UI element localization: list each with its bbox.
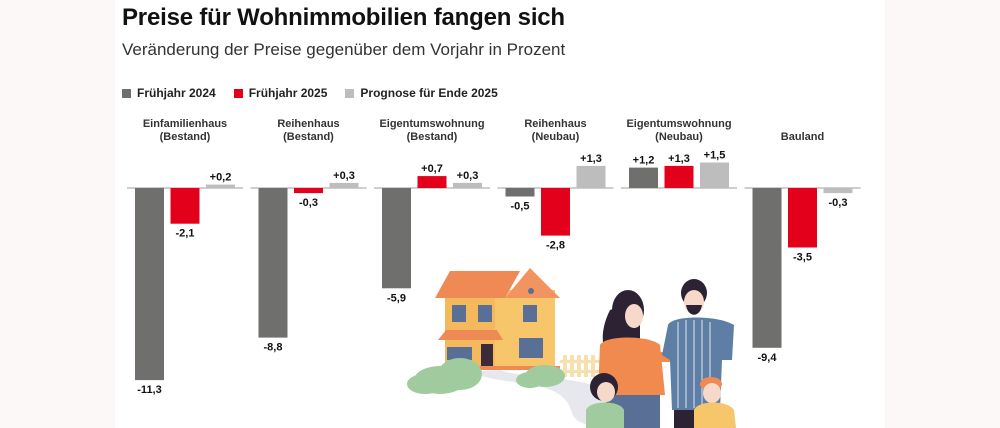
category-label: Eigentumswohnung: [626, 118, 731, 130]
legend-label: Frühjahr 2024: [137, 86, 216, 100]
category-label: (Neubau): [532, 131, 580, 143]
bar: [541, 188, 570, 236]
legend-label: Frühjahr 2025: [248, 86, 328, 100]
data-label: -0,5: [511, 201, 530, 213]
bar: [258, 188, 288, 338]
bar: [700, 162, 729, 188]
chart-subtitle: Veränderung der Preise gegenüber dem Vor…: [122, 40, 566, 59]
legend-swatch: [122, 88, 131, 98]
house-illustration: [435, 268, 560, 370]
data-label: -0,3: [829, 197, 848, 209]
category-label: (Neubau): [655, 131, 703, 143]
legend-label: Prognose für Ende 2025: [360, 86, 498, 100]
woman-figure-illustration: [598, 290, 680, 428]
data-label: +0,7: [421, 163, 443, 175]
legend-item-prognose: Prognose für Ende 2025: [345, 86, 498, 100]
legend-item-fruehjahr-2024: Frühjahr 2024: [122, 86, 216, 100]
category-label: Eigentumswohnung: [379, 118, 484, 130]
data-label: -2,8: [546, 240, 565, 252]
bar: [576, 165, 606, 188]
bar: [453, 182, 482, 188]
category-label: Bauland: [781, 131, 824, 143]
data-label: -5,9: [387, 292, 406, 304]
bar: [382, 188, 411, 289]
data-label: -0,3: [299, 197, 318, 209]
data-label: -8,8: [264, 342, 283, 354]
category-label: Reihenhaus: [277, 118, 339, 130]
bar: [170, 188, 200, 224]
data-label: +1,2: [633, 155, 655, 167]
bar: [788, 188, 817, 248]
category-label: Reihenhaus: [524, 118, 586, 130]
data-label: -3,5: [793, 252, 812, 264]
data-label: -9,4: [758, 352, 778, 364]
category-label: (Bestand): [283, 131, 334, 143]
data-label: +0,2: [210, 172, 232, 184]
bar: [135, 188, 164, 381]
bar: [664, 165, 694, 188]
fence-illustration: [560, 355, 600, 377]
data-label: -2,1: [176, 228, 195, 240]
data-label: +1,3: [580, 153, 602, 165]
data-label: -11,3: [137, 384, 161, 396]
legend-swatch: [233, 88, 243, 98]
boy-figure-illustration: [694, 377, 736, 428]
category-label: (Bestand): [407, 131, 458, 143]
bar: [629, 167, 658, 188]
legend: Frühjahr 2024 Frühjahr 2025 Prognose für…: [122, 86, 498, 100]
category-label: Einfamilienhaus: [143, 118, 227, 130]
bar: [752, 188, 782, 348]
data-label: +1,5: [704, 150, 726, 162]
legend-swatch: [345, 88, 355, 98]
bush-illustration: [407, 358, 565, 394]
bar: [206, 184, 235, 188]
category-label: (Bestand): [160, 131, 211, 143]
legend-item-fruehjahr-2025: Frühjahr 2025: [233, 86, 328, 100]
bar: [823, 188, 853, 194]
bar: [417, 176, 447, 188]
girl-figure-illustration: [586, 373, 624, 428]
bar: [329, 182, 359, 188]
data-label: +1,3: [668, 153, 690, 165]
chart-title: Preise für Wohnimmobilien fangen sich: [122, 4, 565, 31]
bar: [505, 188, 535, 197]
data-label: +0,3: [457, 170, 479, 182]
data-label: +0,3: [333, 170, 355, 182]
bar: [294, 188, 323, 194]
